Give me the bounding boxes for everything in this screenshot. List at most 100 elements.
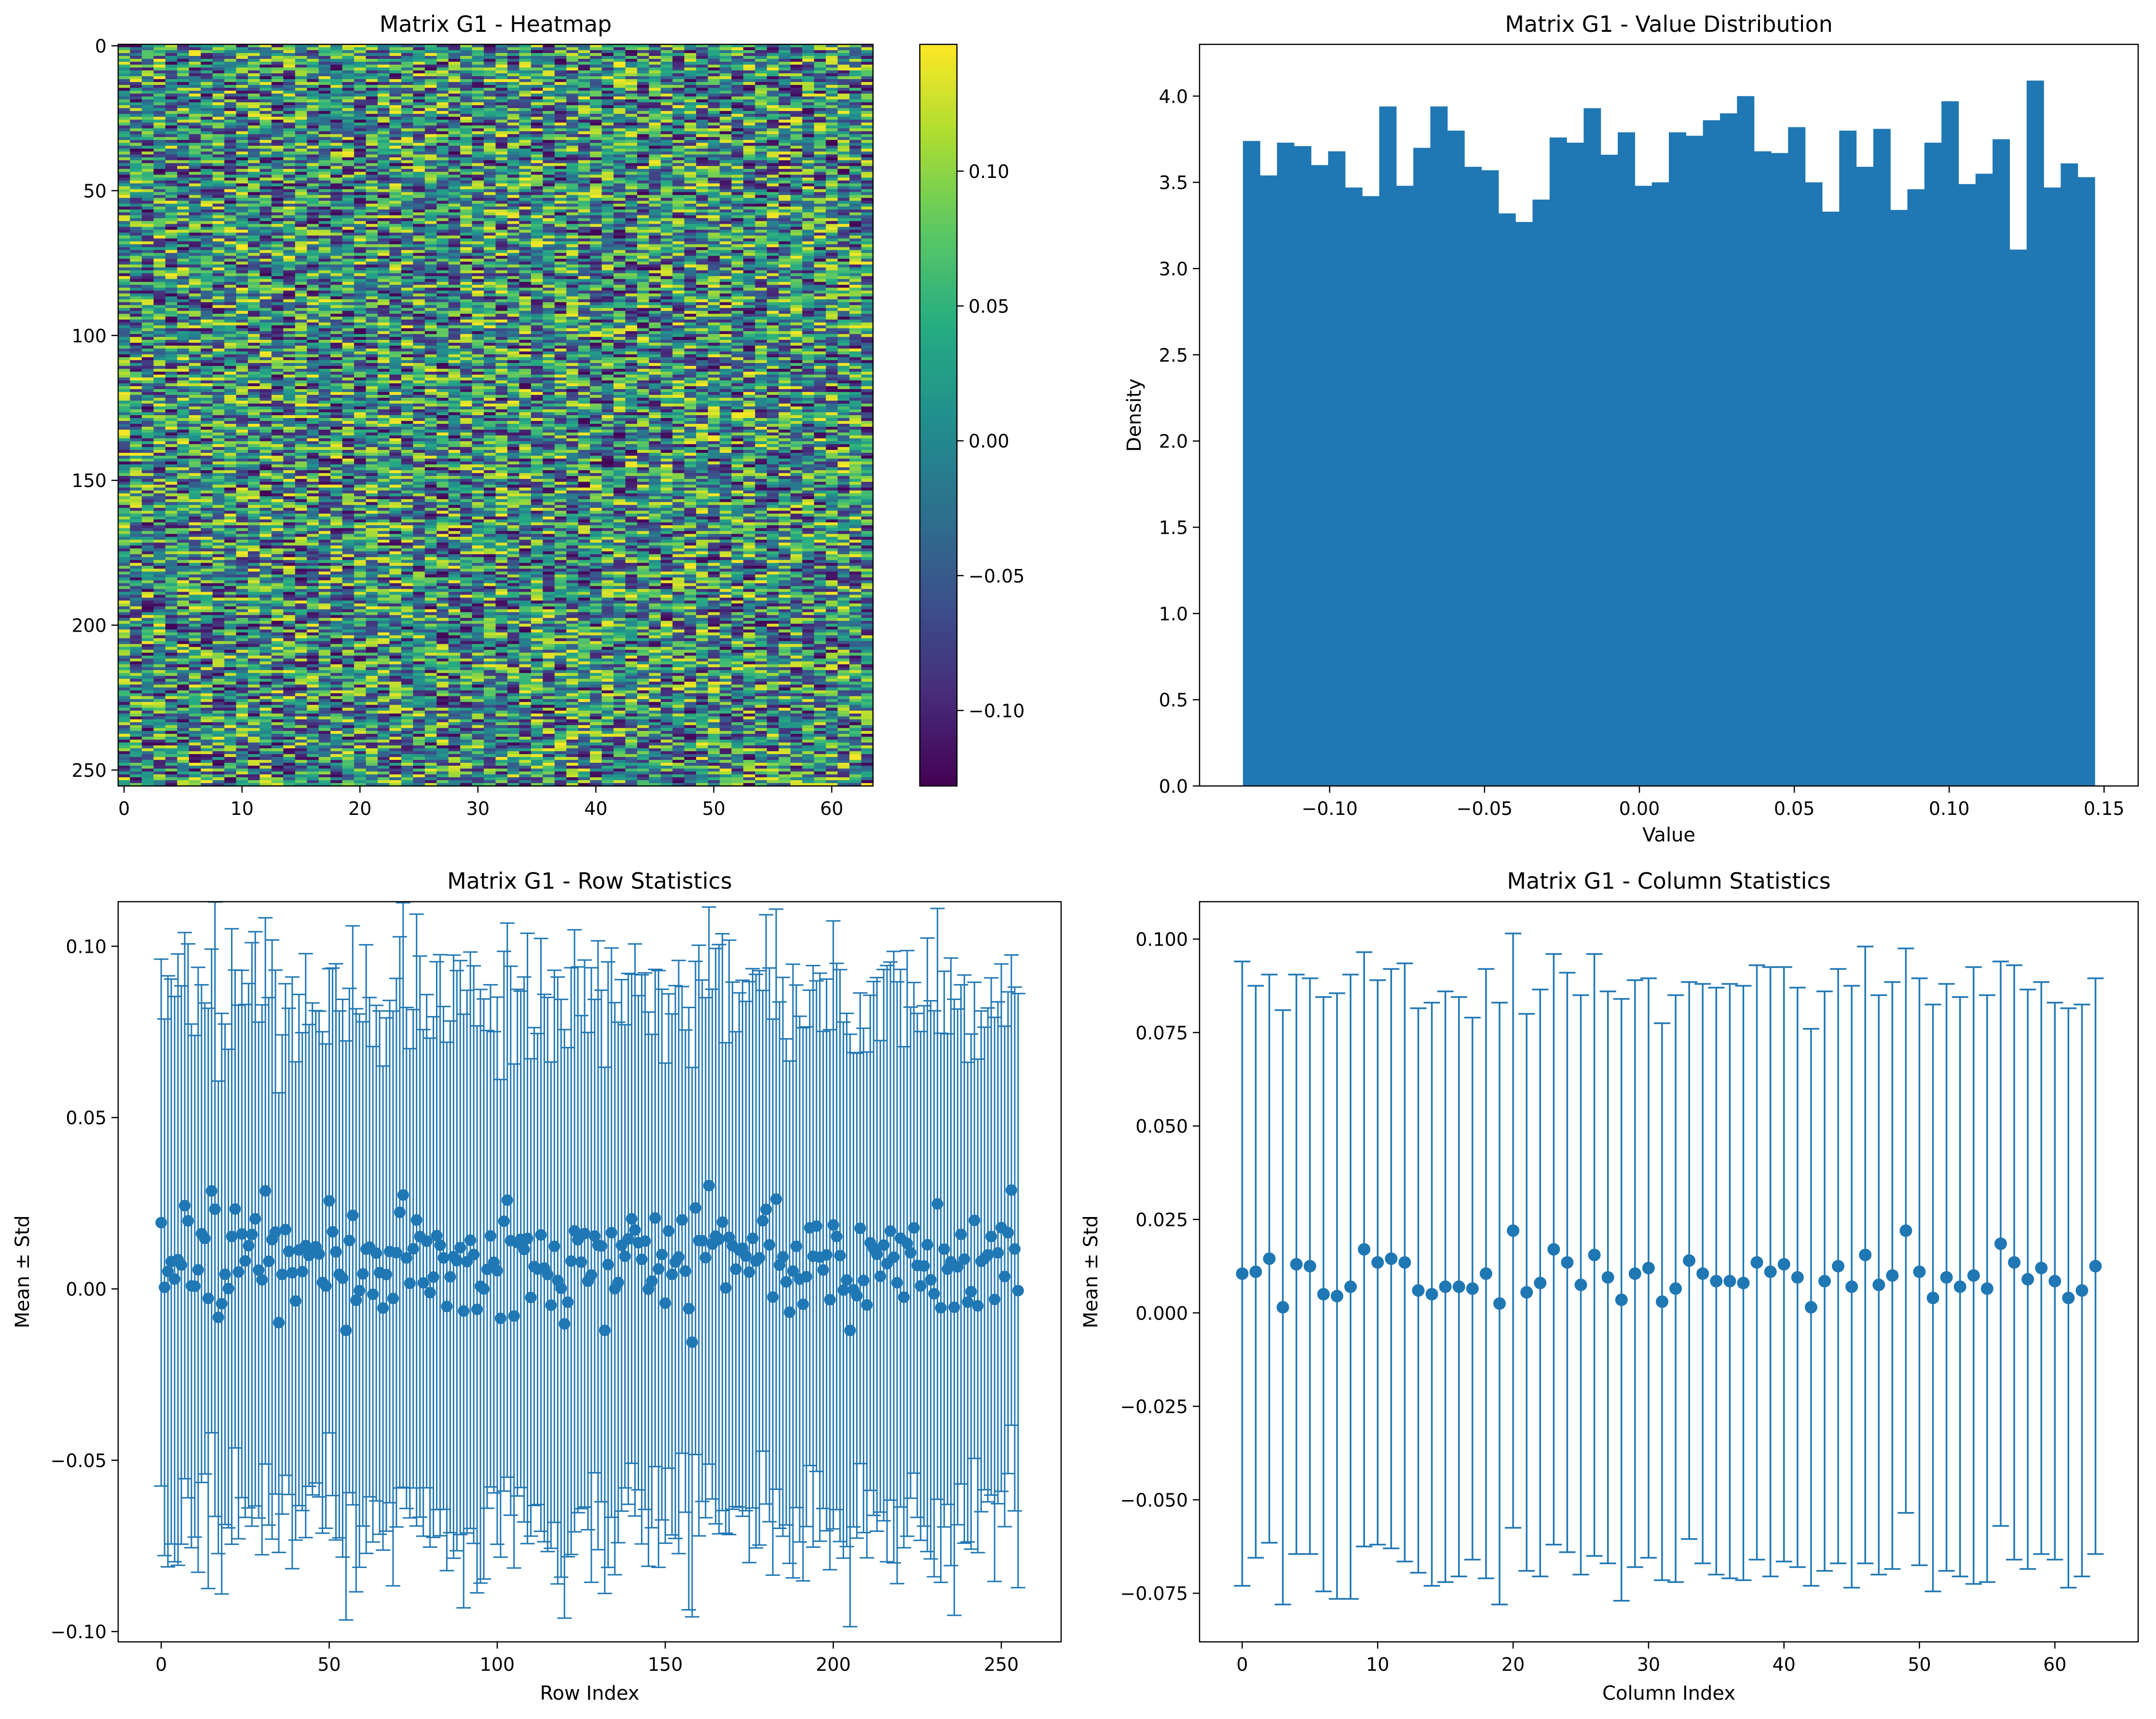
heatmap-cell bbox=[318, 85, 331, 88]
heatmap-cell bbox=[389, 143, 402, 146]
heatmap-cell bbox=[790, 70, 803, 74]
heatmap-cell bbox=[826, 183, 838, 187]
heatmap-cell bbox=[165, 238, 177, 242]
heatmap-cell bbox=[212, 163, 225, 166]
heatmap-cell bbox=[141, 177, 154, 181]
heatmap-cell bbox=[696, 238, 709, 242]
heatmap-cell bbox=[307, 244, 319, 248]
heatmap-cell bbox=[531, 253, 543, 257]
heatmap-cell bbox=[672, 212, 685, 216]
heatmap-cell bbox=[437, 96, 449, 100]
heatmap-cell bbox=[590, 102, 602, 106]
heatmap-cell bbox=[731, 189, 744, 192]
heatmap-cell bbox=[165, 201, 177, 204]
heatmap-cell bbox=[366, 198, 378, 202]
heatmap-cell bbox=[578, 224, 590, 228]
heatmap-cell bbox=[495, 44, 508, 48]
heatmap-cell bbox=[578, 177, 590, 181]
heatmap-cell bbox=[377, 102, 390, 106]
heatmap-cell bbox=[578, 114, 590, 117]
heatmap-cell bbox=[224, 250, 237, 254]
heatmap-cell bbox=[614, 160, 626, 163]
heatmap-cell bbox=[141, 157, 154, 161]
heatmap-cell bbox=[578, 108, 590, 111]
heatmap-cell bbox=[177, 247, 190, 251]
heatmap-cell bbox=[649, 247, 661, 251]
heatmap-cell bbox=[543, 212, 555, 216]
heatmap-cell bbox=[307, 264, 319, 268]
heatmap-cell bbox=[731, 238, 744, 242]
heatmap-cell bbox=[837, 154, 850, 158]
heatmap-cell bbox=[826, 198, 838, 202]
heatmap-cell bbox=[849, 149, 862, 152]
heatmap-cell bbox=[614, 88, 626, 91]
heatmap-cell bbox=[212, 73, 225, 77]
heatmap-cell bbox=[472, 151, 484, 155]
heatmap-cell bbox=[201, 85, 213, 88]
heatmap-cell bbox=[566, 215, 579, 219]
heatmap-cell bbox=[578, 212, 590, 216]
heatmap-cell bbox=[177, 267, 190, 271]
heatmap-cell bbox=[684, 44, 696, 48]
heatmap-cell bbox=[201, 114, 213, 117]
heatmap-cell bbox=[484, 189, 496, 192]
heatmap-cell bbox=[507, 172, 519, 175]
heatmap-cell bbox=[424, 44, 437, 48]
heatmap-cell bbox=[295, 247, 307, 251]
heatmap-cell bbox=[625, 169, 638, 172]
heatmap-cell bbox=[271, 151, 284, 155]
heatmap-cell bbox=[778, 238, 791, 242]
heatmap-cell bbox=[814, 44, 826, 48]
heatmap-cell bbox=[484, 53, 496, 56]
heatmap-cell bbox=[802, 88, 815, 91]
heatmap-cell bbox=[531, 96, 543, 100]
heatmap-cell bbox=[224, 261, 237, 265]
heatmap-cell bbox=[790, 108, 803, 111]
heatmap-cell bbox=[708, 134, 720, 137]
heatmap-cell bbox=[342, 79, 355, 82]
heatmap-cell bbox=[672, 102, 685, 106]
heatmap-cell bbox=[861, 218, 873, 222]
heatmap-cell bbox=[743, 91, 756, 94]
heatmap-cell bbox=[566, 203, 579, 207]
heatmap-cell bbox=[424, 241, 437, 245]
heatmap-cell bbox=[330, 212, 343, 216]
heatmap-cell bbox=[578, 258, 590, 262]
heatmap-cell bbox=[766, 256, 779, 259]
heatmap-cell bbox=[366, 183, 378, 187]
heatmap-cell bbox=[377, 149, 390, 152]
heatmap-cell bbox=[130, 267, 142, 271]
heatmap-cell bbox=[660, 114, 673, 117]
heatmap-cell bbox=[590, 232, 602, 236]
heatmap-cell bbox=[389, 261, 402, 265]
heatmap-cell bbox=[637, 256, 649, 259]
heatmap-cell bbox=[448, 264, 461, 268]
heatmap-cell bbox=[507, 137, 519, 140]
heatmap-cell bbox=[507, 143, 519, 146]
heatmap-cell bbox=[531, 134, 543, 137]
heatmap-cell bbox=[189, 102, 201, 106]
heatmap-cell bbox=[259, 209, 272, 213]
heatmap-cell bbox=[318, 88, 331, 91]
heatmap-cell bbox=[424, 186, 437, 189]
heatmap-cell bbox=[318, 186, 331, 189]
heatmap-cell bbox=[614, 189, 626, 192]
heatmap-cell bbox=[849, 137, 862, 140]
heatmap-cell bbox=[495, 186, 508, 189]
heatmap-cell bbox=[802, 186, 815, 189]
heatmap-cell bbox=[424, 192, 437, 196]
heatmap-cell bbox=[118, 238, 131, 242]
heatmap-cell bbox=[448, 73, 461, 77]
heatmap-cell bbox=[141, 134, 154, 137]
heatmap-cell bbox=[637, 189, 649, 192]
heatmap-cell bbox=[778, 108, 791, 111]
heatmap-cell bbox=[578, 146, 590, 149]
heatmap-cell bbox=[601, 99, 614, 103]
heatmap-cell bbox=[731, 195, 744, 199]
heatmap-cell bbox=[118, 172, 131, 175]
heatmap-cell bbox=[130, 218, 142, 222]
heatmap-cell bbox=[790, 189, 803, 192]
heatmap-cell bbox=[625, 166, 638, 169]
heatmap-cell bbox=[601, 198, 614, 202]
heatmap-cell bbox=[743, 256, 756, 259]
